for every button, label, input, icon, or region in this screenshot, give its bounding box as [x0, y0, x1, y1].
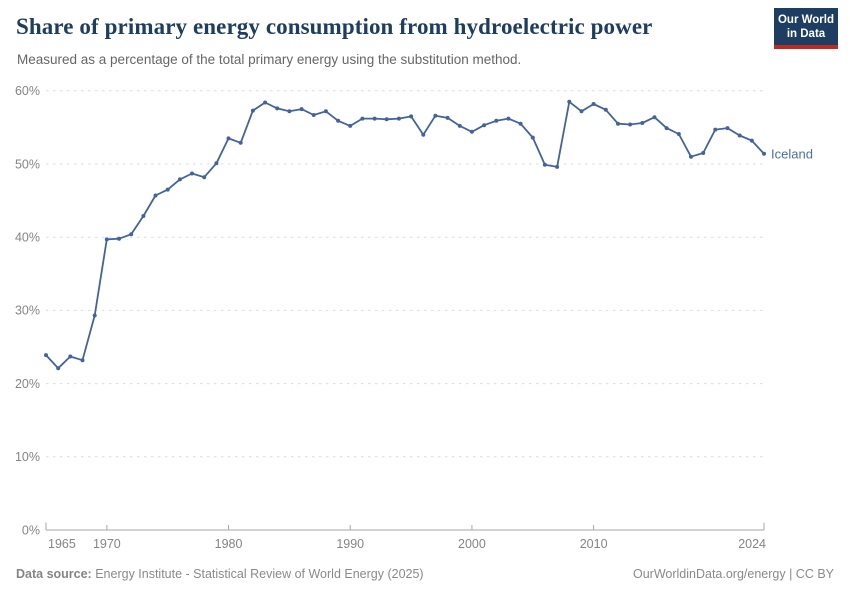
data-source-text: Energy Institute - Statistical Review of…: [91, 567, 424, 581]
data-point[interactable]: [190, 171, 194, 176]
data-point[interactable]: [360, 116, 365, 121]
chart-subtitle: Measured as a percentage of the total pr…: [17, 52, 522, 67]
data-point[interactable]: [80, 358, 85, 363]
y-axis-tick-label: 50%: [15, 157, 40, 171]
data-point[interactable]: [263, 100, 268, 105]
data-point[interactable]: [676, 132, 681, 136]
data-point[interactable]: [287, 109, 292, 114]
data-point[interactable]: [44, 353, 48, 358]
data-point[interactable]: [567, 99, 572, 104]
data-point[interactable]: [311, 113, 316, 117]
data-point[interactable]: [323, 109, 328, 114]
data-point[interactable]: [117, 236, 121, 241]
x-axis-tick-label: 2010: [580, 537, 608, 551]
data-point[interactable]: [469, 129, 474, 134]
data-point[interactable]: [238, 140, 243, 145]
data-point[interactable]: [372, 116, 377, 121]
data-point[interactable]: [68, 354, 73, 359]
data-point[interactable]: [421, 132, 426, 137]
owid-logo-line2: in Data: [786, 27, 826, 40]
data-point[interactable]: [384, 117, 389, 122]
data-point[interactable]: [299, 107, 304, 112]
data-point[interactable]: [591, 102, 596, 106]
data-point[interactable]: [494, 118, 499, 123]
data-point[interactable]: [542, 162, 547, 167]
data-point[interactable]: [104, 237, 109, 242]
chart-footer: Data source: Energy Institute - Statisti…: [0, 567, 850, 581]
entity-label-iceland[interactable]: Iceland: [771, 146, 813, 161]
data-point[interactable]: [226, 136, 231, 141]
data-point[interactable]: [652, 115, 657, 120]
y-axis-tick-label: 30%: [15, 304, 40, 318]
page-title: Share of primary energy consumption from…: [16, 14, 653, 39]
data-point[interactable]: [202, 175, 207, 180]
data-point[interactable]: [530, 135, 535, 140]
y-axis-tick-label: 60%: [15, 84, 40, 98]
y-axis-tick-label: 0%: [22, 523, 40, 537]
data-point[interactable]: [129, 232, 134, 237]
data-point[interactable]: [762, 151, 766, 156]
data-point[interactable]: [153, 193, 158, 198]
data-point[interactable]: [348, 123, 353, 128]
data-point[interactable]: [603, 107, 608, 112]
data-point[interactable]: [92, 313, 97, 318]
y-axis-tick-label: 20%: [15, 377, 40, 391]
owid-logo-line1: Our World: [777, 14, 834, 26]
data-point[interactable]: [640, 121, 645, 125]
data-point[interactable]: [56, 366, 61, 371]
owid-logo: Our World in Data: [774, 8, 838, 49]
data-point[interactable]: [506, 116, 511, 121]
data-point[interactable]: [518, 121, 523, 126]
data-point[interactable]: [445, 115, 450, 120]
x-axis-tick-label: 1970: [93, 537, 121, 551]
data-point[interactable]: [689, 154, 693, 159]
data-point[interactable]: [214, 161, 219, 166]
data-point[interactable]: [713, 127, 718, 132]
data-point[interactable]: [457, 123, 462, 128]
data-point[interactable]: [628, 122, 633, 127]
x-axis-tick-label: 1965: [48, 537, 76, 551]
data-point[interactable]: [165, 187, 170, 192]
data-point[interactable]: [749, 138, 754, 143]
y-axis-tick-label: 40%: [15, 231, 40, 245]
x-axis-tick-label: 2024: [738, 537, 766, 551]
data-point[interactable]: [396, 116, 401, 121]
data-point[interactable]: [737, 133, 742, 138]
y-axis-tick-label: 10%: [15, 450, 40, 464]
data-point[interactable]: [177, 177, 182, 182]
data-source-label: Data source:: [16, 567, 92, 581]
data-point[interactable]: [250, 108, 255, 113]
x-axis-tick-label: 1980: [215, 537, 243, 551]
data-point[interactable]: [141, 214, 146, 218]
data-point[interactable]: [579, 109, 584, 114]
x-axis-tick-label: 2000: [458, 537, 486, 551]
data-point[interactable]: [482, 123, 487, 128]
data-point[interactable]: [701, 151, 706, 155]
data-point[interactable]: [409, 114, 414, 119]
data-point[interactable]: [616, 121, 620, 126]
data-point[interactable]: [725, 126, 730, 131]
credit-note: OurWorldinData.org/energy | CC BY: [632, 567, 834, 581]
data-point[interactable]: [555, 164, 560, 169]
data-point[interactable]: [275, 106, 280, 111]
data-point[interactable]: [433, 113, 438, 118]
x-axis-tick-label: 1990: [336, 537, 364, 551]
data-point[interactable]: [336, 118, 341, 123]
data-line-iceland[interactable]: [45, 100, 765, 370]
data-source-note: Data source: Energy Institute - Statisti…: [16, 567, 424, 581]
data-point[interactable]: [664, 126, 669, 131]
